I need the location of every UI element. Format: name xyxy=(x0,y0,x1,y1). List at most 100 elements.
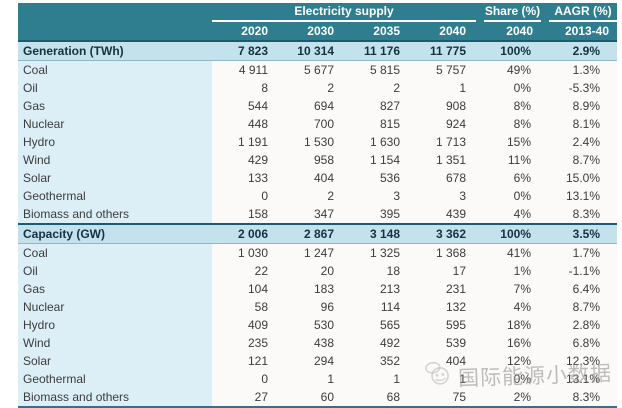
header-spacer xyxy=(18,22,212,41)
share-heading: Share (%) xyxy=(484,3,541,22)
cell-value: 27 xyxy=(212,388,278,407)
cell-value: 8% xyxy=(476,97,541,115)
cell-value: 0% xyxy=(476,79,541,97)
header-group-aagr: AAGR (%) xyxy=(541,3,617,22)
cell-value: 6% xyxy=(476,169,541,187)
section-title: Capacity (GW) xyxy=(18,223,212,244)
table-row: Geothermal 0 1 1 1 0% 13.1% xyxy=(18,370,617,388)
electricity-supply-table: Electricity supply Share (%) AAGR (%) 20… xyxy=(18,3,617,408)
header-group-electricity: Electricity supply xyxy=(212,3,476,22)
cell-value: 3 xyxy=(344,187,410,205)
cell-value: 133 xyxy=(212,169,278,187)
section-total-value: 100% xyxy=(476,40,541,61)
year-2040-header: 2040 xyxy=(410,22,476,41)
row-label: Hydro xyxy=(18,316,212,334)
cell-value: 1 xyxy=(344,370,410,388)
cell-value: 4% xyxy=(476,298,541,316)
header-year-row: 2020 2030 2035 2040 2040 2013-40 xyxy=(18,22,617,41)
cell-value: 4 911 xyxy=(212,60,278,79)
row-label: Coal xyxy=(18,243,212,262)
cell-value: 530 xyxy=(278,316,344,334)
section-total-value: 2 867 xyxy=(278,223,344,244)
table-row: Coal 4 911 5 677 5 815 5 757 49% 1.3% xyxy=(18,60,617,79)
row-label: Nuclear xyxy=(18,298,212,316)
table-row: Hydro 409 530 565 595 18% 2.8% xyxy=(18,316,617,334)
section-total-value: 3 148 xyxy=(344,223,410,244)
section-total-value: 2.9% xyxy=(541,40,617,61)
table-header: Electricity supply Share (%) AAGR (%) 20… xyxy=(18,3,617,41)
row-label: Oil xyxy=(18,79,212,97)
cell-value: 231 xyxy=(410,280,476,298)
row-label: Gas xyxy=(18,97,212,115)
cell-value: 8.1% xyxy=(541,115,617,133)
share-year-header: 2040 xyxy=(476,22,541,41)
cell-value: 439 xyxy=(410,205,476,224)
year-2030-header: 2030 xyxy=(278,22,344,41)
cell-value: 58 xyxy=(212,298,278,316)
cell-value: 492 xyxy=(344,334,410,352)
cell-value: 1% xyxy=(476,262,541,280)
cell-value: 104 xyxy=(212,280,278,298)
cell-value: 958 xyxy=(278,151,344,169)
table-row: Hydro 1 191 1 530 1 630 1 713 15% 2.4% xyxy=(18,133,617,151)
cell-value: 1 191 xyxy=(212,133,278,151)
cell-value: 1 154 xyxy=(344,151,410,169)
cell-value: 18 xyxy=(344,262,410,280)
cell-value: 2 xyxy=(278,79,344,97)
cell-value: 60 xyxy=(278,388,344,407)
row-label: Oil xyxy=(18,262,212,280)
cell-value: 235 xyxy=(212,334,278,352)
cell-value: 8.7% xyxy=(541,298,617,316)
row-label: Geothermal xyxy=(18,370,212,388)
cell-value: 6.4% xyxy=(541,280,617,298)
cell-value: 68 xyxy=(344,388,410,407)
table-row: Wind 235 438 492 539 16% 6.8% xyxy=(18,334,617,352)
cell-value: 5 677 xyxy=(278,60,344,79)
table-row: Oil 22 20 18 17 1% -1.1% xyxy=(18,262,617,280)
cell-value: 7% xyxy=(476,280,541,298)
table-row: Oil 8 2 2 1 0% -5.3% xyxy=(18,79,617,97)
cell-value: 448 xyxy=(212,115,278,133)
cell-value: 1.3% xyxy=(541,60,617,79)
cell-value: 8.9% xyxy=(541,97,617,115)
section-total-value: 3.5% xyxy=(541,223,617,244)
table-row: Solar 133 404 536 678 6% 15.0% xyxy=(18,169,617,187)
cell-value: 347 xyxy=(278,205,344,224)
cell-value: 132 xyxy=(410,298,476,316)
cell-value: 8.7% xyxy=(541,151,617,169)
cell-value: 544 xyxy=(212,97,278,115)
cell-value: 8.3% xyxy=(541,205,617,224)
cell-value: 1 325 xyxy=(344,243,410,262)
header-group-share: Share (%) xyxy=(476,3,541,22)
cell-value: 158 xyxy=(212,205,278,224)
row-label: Solar xyxy=(18,169,212,187)
cell-value: 539 xyxy=(410,334,476,352)
cell-value: 22 xyxy=(212,262,278,280)
cell-value: 213 xyxy=(344,280,410,298)
cell-value: 1 xyxy=(278,370,344,388)
cell-value: 18% xyxy=(476,316,541,334)
cell-value: 3 xyxy=(410,187,476,205)
cell-value: -5.3% xyxy=(541,79,617,97)
header-group-row: Electricity supply Share (%) AAGR (%) xyxy=(18,3,617,22)
table-row: Geothermal 0 2 3 3 0% 13.1% xyxy=(18,187,617,205)
cell-value: 1.7% xyxy=(541,243,617,262)
row-label: Geothermal xyxy=(18,187,212,205)
section-total-value: 11 775 xyxy=(410,40,476,61)
cell-value: 20 xyxy=(278,262,344,280)
year-2020-header: 2020 xyxy=(212,22,278,41)
cell-value: 565 xyxy=(344,316,410,334)
cell-value: 294 xyxy=(278,352,344,370)
row-label: Solar xyxy=(18,352,212,370)
section-total-value: 7 823 xyxy=(212,40,278,61)
cell-value: 0 xyxy=(212,187,278,205)
cell-value: 908 xyxy=(410,97,476,115)
cell-value: 114 xyxy=(344,298,410,316)
electricity-supply-heading: Electricity supply xyxy=(212,3,476,22)
table-row: Nuclear 58 96 114 132 4% 8.7% xyxy=(18,298,617,316)
row-label: Wind xyxy=(18,151,212,169)
table-row: Coal 1 030 1 247 1 325 1 368 41% 1.7% xyxy=(18,243,617,262)
table-row: Nuclear 448 700 815 924 8% 8.1% xyxy=(18,115,617,133)
cell-value: 924 xyxy=(410,115,476,133)
